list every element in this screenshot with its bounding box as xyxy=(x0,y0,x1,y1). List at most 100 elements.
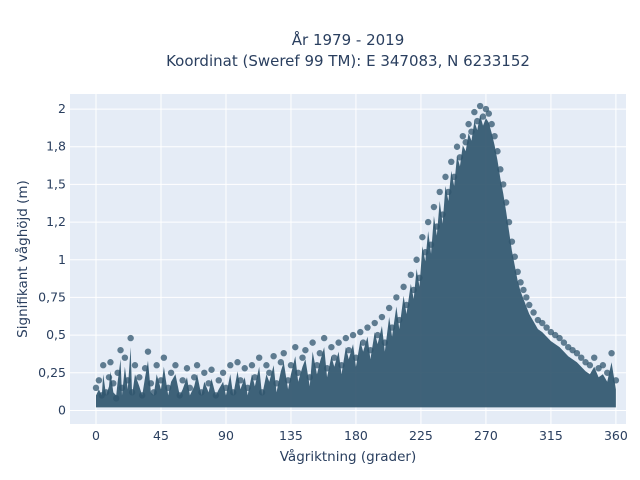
data-point xyxy=(424,218,432,226)
data-point xyxy=(491,132,498,140)
data-point xyxy=(539,319,546,327)
data-point xyxy=(127,334,134,342)
data-point xyxy=(560,339,568,346)
y-tick-label: 1,2 xyxy=(46,214,66,229)
data-point xyxy=(255,354,263,361)
data-point xyxy=(364,324,371,331)
data-point xyxy=(371,319,378,327)
data-point xyxy=(514,268,521,276)
data-point xyxy=(419,233,426,241)
data-point xyxy=(520,286,527,294)
data-point xyxy=(222,384,230,392)
data-point xyxy=(479,113,487,120)
data-point xyxy=(201,369,208,376)
data-point xyxy=(237,377,244,384)
data-point xyxy=(287,362,295,369)
data-point xyxy=(176,392,183,399)
x-tick-label: 360 xyxy=(604,428,628,443)
data-point xyxy=(316,349,324,357)
data-point xyxy=(150,389,157,396)
data-point xyxy=(309,339,316,346)
data-point xyxy=(193,362,201,369)
data-point xyxy=(530,309,537,316)
data-point xyxy=(331,354,338,361)
y-tick-label: 1,8 xyxy=(46,139,66,154)
data-point xyxy=(488,120,495,128)
x-tick-label: 135 xyxy=(279,428,303,443)
data-point xyxy=(292,343,299,351)
data-point xyxy=(459,132,467,140)
y-tick-label: 0,5 xyxy=(46,327,66,342)
data-point xyxy=(338,362,345,369)
data-point xyxy=(413,256,420,263)
data-point xyxy=(136,374,143,381)
data-point xyxy=(410,286,417,294)
data-point xyxy=(485,110,493,117)
data-point xyxy=(144,348,152,355)
data-point xyxy=(95,377,103,384)
data-point xyxy=(139,392,146,399)
data-point xyxy=(208,366,215,373)
data-point xyxy=(313,362,321,369)
data-point xyxy=(102,389,110,396)
data-point xyxy=(357,328,364,336)
data-point xyxy=(172,362,179,369)
data-point xyxy=(427,241,435,248)
data-point xyxy=(359,339,367,346)
data-point xyxy=(433,223,441,230)
data-point xyxy=(141,365,149,372)
data-point xyxy=(500,181,507,188)
data-point xyxy=(165,384,172,392)
data-point xyxy=(248,362,256,369)
data-point xyxy=(266,369,273,376)
data-point xyxy=(110,380,117,387)
data-points xyxy=(92,102,620,408)
data-point xyxy=(612,377,620,384)
data-point xyxy=(328,343,335,351)
data-point xyxy=(131,362,139,369)
data-point xyxy=(273,380,280,387)
data-point xyxy=(349,331,357,339)
data-point xyxy=(294,369,302,376)
chart-subtitle: Koordinat (Sweref 99 TM): E 347083, N 62… xyxy=(166,52,530,70)
data-point xyxy=(345,346,352,354)
data-point xyxy=(157,377,165,384)
data-point xyxy=(450,173,458,181)
data-point xyxy=(416,274,423,282)
data-point xyxy=(608,349,615,357)
x-tick-label: 270 xyxy=(474,428,498,443)
data-point xyxy=(381,339,389,346)
data-point xyxy=(591,354,598,361)
data-point xyxy=(422,249,429,256)
data-point xyxy=(113,395,120,402)
x-tick-label: 0 xyxy=(92,428,100,443)
data-point xyxy=(234,359,241,366)
y-tick-label: 0,75 xyxy=(38,289,66,304)
data-point xyxy=(100,362,107,369)
data-point xyxy=(476,102,484,110)
data-point xyxy=(153,362,160,369)
data-point xyxy=(430,203,438,211)
data-point xyxy=(277,359,285,366)
data-point xyxy=(270,352,277,360)
x-tick-label: 90 xyxy=(218,428,234,443)
data-point xyxy=(280,349,287,357)
data-point xyxy=(198,389,205,396)
y-tick-label: 1 xyxy=(58,252,66,267)
data-point xyxy=(107,359,114,366)
data-point xyxy=(167,369,175,376)
data-point xyxy=(118,384,126,392)
data-point xyxy=(505,218,513,226)
data-point xyxy=(494,148,501,155)
data-point xyxy=(508,238,516,245)
data-point xyxy=(374,331,381,339)
data-point xyxy=(367,346,374,354)
data-point xyxy=(586,362,594,369)
data-point xyxy=(526,301,533,309)
data-point xyxy=(124,377,131,384)
x-tick-label: 180 xyxy=(344,428,368,443)
data-point xyxy=(258,389,266,396)
data-point xyxy=(517,279,524,286)
